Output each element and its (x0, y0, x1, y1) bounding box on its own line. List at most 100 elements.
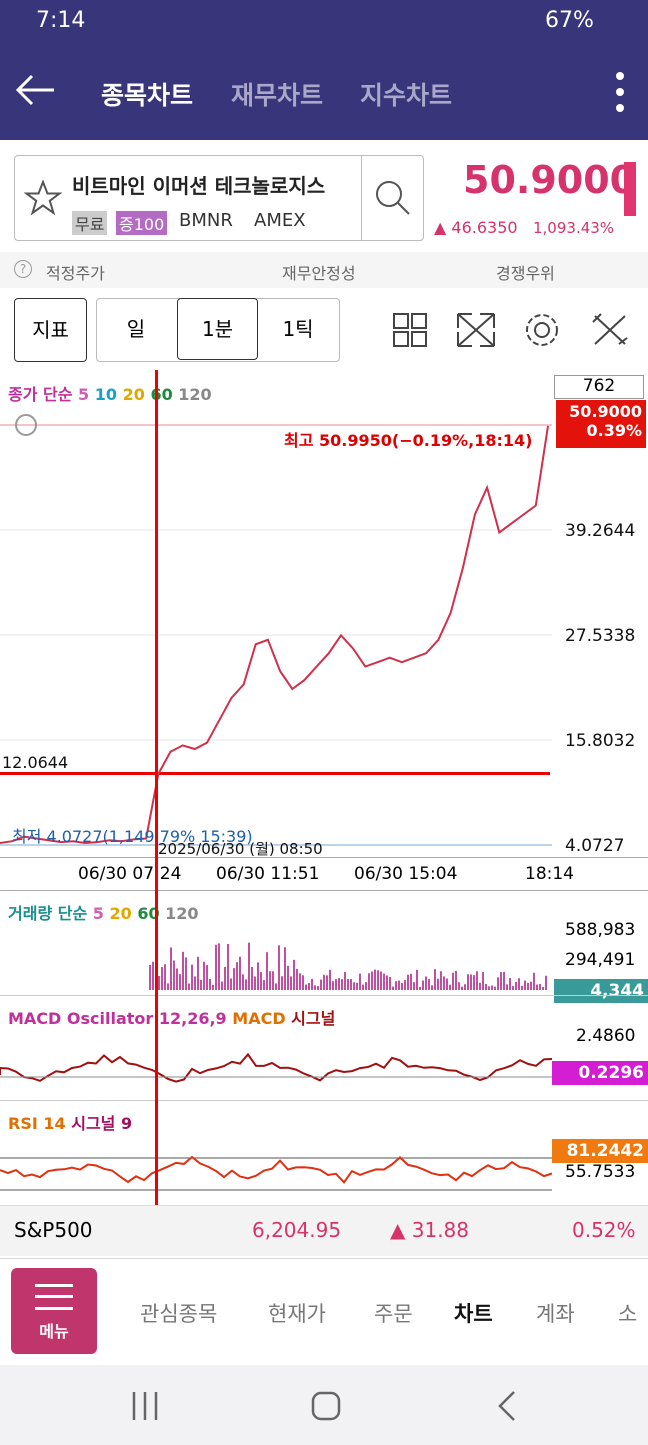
system-nav (0, 1365, 648, 1445)
macd-current: 0.2296 (552, 1061, 648, 1085)
nav-item[interactable]: 계좌 (536, 1302, 575, 1326)
system-buttons[interactable] (120, 1388, 540, 1424)
legend-item: 10 (94, 385, 118, 404)
nav-item[interactable]: 소 (618, 1302, 638, 1326)
price-line (0, 425, 549, 845)
tab[interactable]: 종목차트 (101, 81, 194, 110)
high-label: 최고 50.9950(−0.19%,18:14) (284, 431, 533, 450)
price-chart: 4.0727 15.8032 27.5338 39.2644 (0, 414, 635, 856)
legend-item: 120 (165, 904, 199, 923)
legend-item: 시그널 9 (71, 1114, 133, 1133)
legend-item: 5 (78, 385, 90, 404)
legend-item: 60 (150, 385, 173, 404)
macd-tick: 2.4860 (576, 1026, 636, 1046)
legend-label: 거래량 단순 (8, 904, 88, 923)
macd-lines (0, 1052, 552, 1083)
legend-item: 120 (178, 385, 212, 404)
legend-label: 종가 단순 (8, 385, 73, 404)
price: 50.9000 (463, 158, 637, 202)
zoom-icon (15, 414, 37, 436)
stock-box[interactable] (14, 155, 424, 241)
tag: 증100 (116, 211, 168, 235)
current-price-box: 50.9000 0.39% (556, 400, 646, 448)
axis-line (0, 890, 648, 891)
tool-icons[interactable] (390, 310, 640, 350)
index-bar (0, 1205, 648, 1256)
x-label: 06/30 15:04 (354, 864, 458, 884)
rsi-current: 81.2442 (552, 1139, 648, 1163)
bottom-nav (0, 1258, 648, 1365)
index-pct: 0.52% (572, 1218, 636, 1242)
legend-item: 20 (122, 385, 145, 404)
rsi-lines (0, 1155, 552, 1191)
x-label: 06/30 07:24 (78, 864, 182, 884)
crosshair-label: 12.0644 (2, 753, 69, 772)
rsi-tick: 55.7533 (565, 1162, 636, 1182)
low-label: 최저 4.0727(1,149.79% 15:39) (12, 827, 253, 846)
info-tab[interactable]: 재무안정성 (282, 264, 356, 283)
macd-current-text: 0.2296 (578, 1063, 644, 1083)
legend-item: 5 (92, 904, 104, 923)
volume-tick: 294,491 (565, 950, 636, 970)
volume-bars (149, 942, 547, 990)
back-button[interactable] (14, 72, 58, 108)
period-button[interactable]: 1분 (177, 298, 258, 360)
tab[interactable]: 재무차트 (231, 81, 324, 110)
legend-item: MACD (232, 1009, 286, 1028)
index-name: S&P500 (14, 1218, 93, 1242)
divider (0, 995, 648, 996)
y-tick-label: 39.2644 (565, 521, 635, 541)
info-tab[interactable]: 경쟁우위 (496, 264, 555, 283)
volume-legend: 거래량 단순 5 20 60 120 (8, 900, 199, 924)
legend-item: 60 (137, 904, 160, 923)
star[interactable] (24, 180, 62, 216)
y-tick-label: 15.8032 (565, 731, 635, 751)
divider (361, 155, 362, 240)
info-tab[interactable]: 적정주가 (46, 264, 105, 283)
current-pct: 0.39% (586, 421, 642, 440)
legend-item: 20 (109, 904, 132, 923)
menu-button[interactable]: 메뉴 (11, 1268, 97, 1354)
rsi-current-text: 81.2442 (566, 1141, 644, 1161)
change-pct: 1,093.43% (533, 219, 615, 237)
tab[interactable]: 지수차트 (360, 81, 453, 110)
count-label: 762 (554, 375, 644, 399)
help-icon[interactable]: ? (14, 260, 32, 278)
battery: 67% (545, 8, 594, 33)
more-button[interactable] (612, 70, 628, 114)
volume-tick: 588,983 (565, 920, 636, 940)
macd-legend: MACD Oscillator 12,26,9 MACD 시그널 (8, 1005, 335, 1029)
legend-item: 시그널 (291, 1009, 336, 1028)
nav-item[interactable]: 현재가 (268, 1302, 326, 1326)
current-price: 50.9000 (569, 402, 642, 421)
price-bar (624, 162, 636, 216)
crosshair-date: 2025/06/30 (월) 08:50 (158, 840, 323, 858)
divider (0, 1100, 648, 1101)
stock-name: 비트마인 이머션 테크놀로지스 (72, 174, 326, 198)
ticker: BMNR (179, 210, 233, 231)
exchange: AMEX (254, 210, 306, 231)
menu-label: 메뉴 (39, 1322, 69, 1341)
indicator-button[interactable]: 지표 (14, 298, 87, 362)
tag: 무료 (72, 211, 108, 235)
index-change: ▲ 31.88 (390, 1218, 469, 1242)
clock: 7:14 (36, 8, 86, 33)
volume-current-text: 4,344 (590, 981, 644, 1001)
app-header (0, 0, 648, 140)
volume-current: 4,344 (554, 979, 648, 1003)
y-tick-label: 27.5338 (565, 626, 635, 646)
change: ▲ 46.6350 (434, 218, 518, 237)
period-button[interactable]: 1틱 (282, 317, 314, 341)
nav-item[interactable]: 관심종목 (140, 1302, 218, 1326)
x-label: 06/30 11:51 (216, 864, 320, 884)
nav-item[interactable]: 주문 (374, 1302, 413, 1326)
info-row (0, 252, 648, 288)
axis-line (0, 857, 648, 858)
period-button[interactable]: 일 (126, 317, 146, 341)
crosshair-vertical (155, 370, 158, 1205)
index-value: 6,204.95 (252, 1218, 342, 1242)
nav-item[interactable]: 차트 (454, 1302, 493, 1326)
legend-label: MACD Oscillator 12,26,9 (8, 1009, 227, 1028)
search-button[interactable] (372, 178, 412, 218)
